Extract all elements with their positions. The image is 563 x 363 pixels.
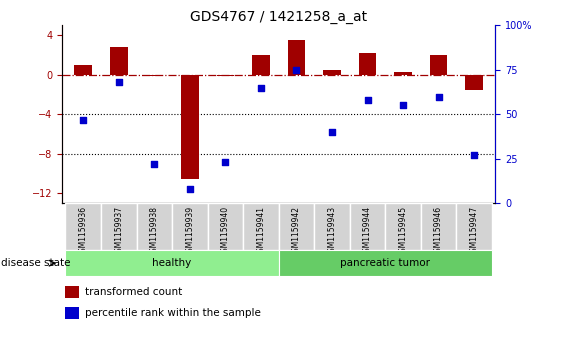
- Point: [470, 152, 479, 158]
- Bar: [217, 75, 234, 76]
- Text: GSM1159943: GSM1159943: [328, 205, 337, 257]
- Bar: [430, 55, 448, 75]
- Point: [434, 94, 443, 99]
- Bar: [65, 203, 101, 250]
- Bar: [208, 203, 243, 250]
- Bar: [65, 250, 279, 276]
- Text: GSM1159947: GSM1159947: [470, 205, 479, 257]
- Bar: [279, 250, 492, 276]
- Bar: [279, 203, 314, 250]
- Bar: [172, 203, 208, 250]
- Point: [292, 67, 301, 73]
- Bar: [181, 75, 199, 179]
- Text: healthy: healthy: [153, 258, 192, 268]
- Text: GSM1159945: GSM1159945: [399, 205, 408, 257]
- Point: [150, 161, 159, 167]
- Bar: [394, 72, 412, 75]
- Bar: [110, 47, 128, 75]
- Title: GDS4767 / 1421258_a_at: GDS4767 / 1421258_a_at: [190, 11, 367, 24]
- Bar: [101, 203, 137, 250]
- Bar: [359, 53, 377, 75]
- Text: pancreatic tumor: pancreatic tumor: [340, 258, 430, 268]
- Text: transformed count: transformed count: [86, 287, 182, 297]
- Bar: [65, 286, 79, 298]
- Bar: [243, 203, 279, 250]
- Bar: [323, 70, 341, 75]
- Text: GSM1159946: GSM1159946: [434, 205, 443, 257]
- Text: disease state: disease state: [1, 258, 70, 268]
- Text: GSM1159938: GSM1159938: [150, 205, 159, 257]
- Point: [79, 117, 88, 123]
- Bar: [465, 75, 483, 90]
- Bar: [65, 306, 79, 319]
- Bar: [137, 203, 172, 250]
- Bar: [74, 65, 92, 75]
- Bar: [252, 55, 270, 75]
- Text: GSM1159944: GSM1159944: [363, 205, 372, 257]
- Bar: [145, 75, 163, 76]
- Text: GSM1159937: GSM1159937: [114, 205, 123, 257]
- Point: [185, 186, 194, 192]
- Text: GSM1159940: GSM1159940: [221, 205, 230, 257]
- Bar: [314, 203, 350, 250]
- Bar: [385, 203, 421, 250]
- Bar: [421, 203, 457, 250]
- Text: GSM1159942: GSM1159942: [292, 205, 301, 257]
- Bar: [350, 203, 385, 250]
- Point: [221, 159, 230, 165]
- Text: GSM1159939: GSM1159939: [185, 205, 194, 257]
- Text: GSM1159936: GSM1159936: [79, 205, 88, 257]
- Text: percentile rank within the sample: percentile rank within the sample: [86, 307, 261, 318]
- Text: GSM1159941: GSM1159941: [256, 205, 265, 257]
- Point: [399, 102, 408, 108]
- Point: [363, 97, 372, 103]
- Point: [328, 129, 337, 135]
- Bar: [457, 203, 492, 250]
- Point: [256, 85, 265, 90]
- Bar: [288, 40, 305, 75]
- Point: [114, 79, 123, 85]
